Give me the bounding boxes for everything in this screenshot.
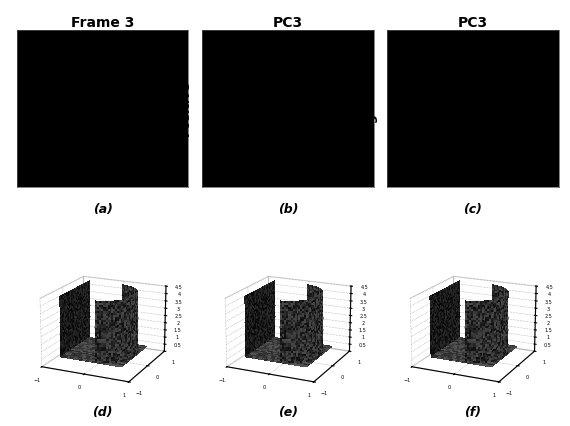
Text: Positive: Positive bbox=[179, 81, 192, 136]
Text: (d): (d) bbox=[92, 406, 113, 419]
Title: PC3: PC3 bbox=[458, 16, 488, 30]
Text: (f): (f) bbox=[465, 406, 482, 419]
Text: (e): (e) bbox=[278, 406, 298, 419]
Title: PC3: PC3 bbox=[273, 16, 303, 30]
Text: (c): (c) bbox=[463, 203, 482, 216]
Title: Frame 3: Frame 3 bbox=[71, 16, 135, 30]
Text: (a): (a) bbox=[93, 203, 113, 216]
Text: (b): (b) bbox=[278, 203, 298, 216]
Text: Negative: Negative bbox=[364, 77, 377, 140]
